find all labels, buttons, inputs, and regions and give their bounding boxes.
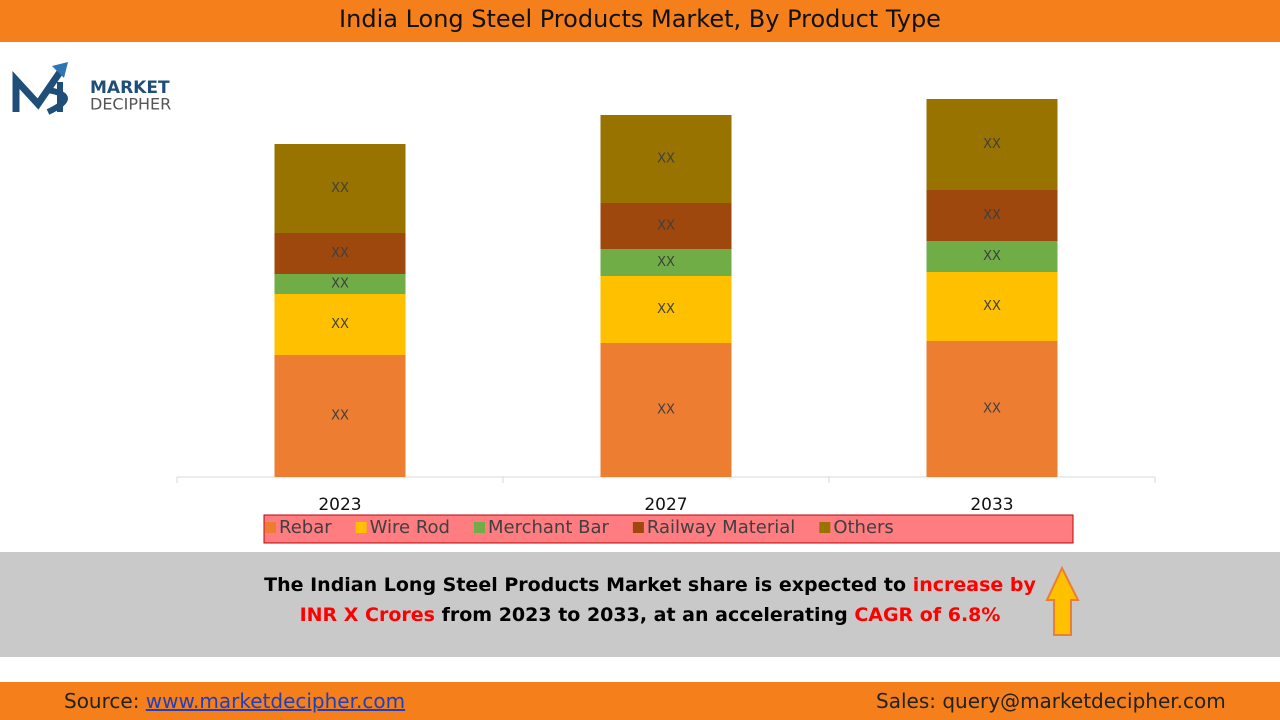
data-label: XX <box>983 299 1001 314</box>
bar-segment <box>926 190 1058 241</box>
header-bar <box>0 0 1280 42</box>
bar-segment <box>926 99 1058 190</box>
legend-label: Others <box>833 517 894 538</box>
source-label: Source: <box>64 689 146 713</box>
logo-d <box>46 82 68 115</box>
bar-segment <box>274 355 406 477</box>
bar-segment <box>274 294 406 355</box>
bar-segment <box>274 233 406 274</box>
bar-segment <box>274 144 406 233</box>
callout-highlight: increase by INR X Crores <box>299 574 1036 626</box>
callout-text: from 2023 to 2033, at an accelerating <box>434 604 855 626</box>
bar-segment <box>274 274 406 294</box>
callout-highlight: CAGR of 6.8% <box>854 604 1001 626</box>
legend-box <box>263 514 1074 544</box>
legend-label: Merchant Bar <box>488 517 610 538</box>
data-label: XX <box>983 208 1001 223</box>
up-arrow <box>1045 565 1080 636</box>
data-label: XX <box>657 403 675 418</box>
legend-marker <box>473 522 485 533</box>
x-tick-label: 2033 <box>970 495 1013 515</box>
logo-text: MARKET <box>90 78 170 98</box>
legend-marker <box>819 522 831 533</box>
legend-label: Wire Rod <box>370 517 450 538</box>
bar-segment <box>600 343 732 477</box>
legend-label: Railway Material <box>647 517 795 538</box>
bar-segment <box>600 203 732 249</box>
data-label: XX <box>983 249 1001 264</box>
data-label: XX <box>331 317 349 332</box>
bar-segment <box>926 341 1058 477</box>
chart-title: India Long Steel Products Market, By Pro… <box>339 5 941 33</box>
source: Source: www.marketdecipher.com <box>64 689 405 713</box>
callout-text: The Indian Long Steel Products Market sh… <box>264 574 913 596</box>
data-label: XX <box>331 277 349 292</box>
legend-marker <box>632 522 644 533</box>
logo: MARKET DECIPHER <box>12 62 171 115</box>
callout: The Indian Long Steel Products Market sh… <box>250 570 1050 630</box>
sales: Sales: query@marketdecipher.com <box>876 689 1226 713</box>
legend-marker <box>265 522 276 533</box>
bar-segment <box>600 115 732 203</box>
data-label: XX <box>657 152 675 167</box>
data-label: XX <box>657 219 675 234</box>
data-label: XX <box>983 137 1001 152</box>
data-label: XX <box>331 409 349 424</box>
x-tick-label: 2027 <box>644 495 687 515</box>
data-label: XX <box>657 255 675 270</box>
bar-segment <box>926 272 1058 341</box>
legend-marker <box>355 522 367 533</box>
bar-segment <box>600 249 732 276</box>
bar-segment <box>926 241 1058 272</box>
footer-bar <box>0 682 1280 720</box>
legend-label: Rebar <box>279 517 332 538</box>
data-label: XX <box>331 246 349 261</box>
data-label: XX <box>983 402 1001 417</box>
logo-arrow <box>52 62 68 78</box>
bar-segment <box>600 276 732 343</box>
data-label: XX <box>657 302 675 317</box>
x-tick-label: 2023 <box>318 495 361 515</box>
data-label: XX <box>331 181 349 196</box>
source-link[interactable]: www.marketdecipher.com <box>145 689 406 713</box>
logo-text: DECIPHER <box>90 95 171 114</box>
